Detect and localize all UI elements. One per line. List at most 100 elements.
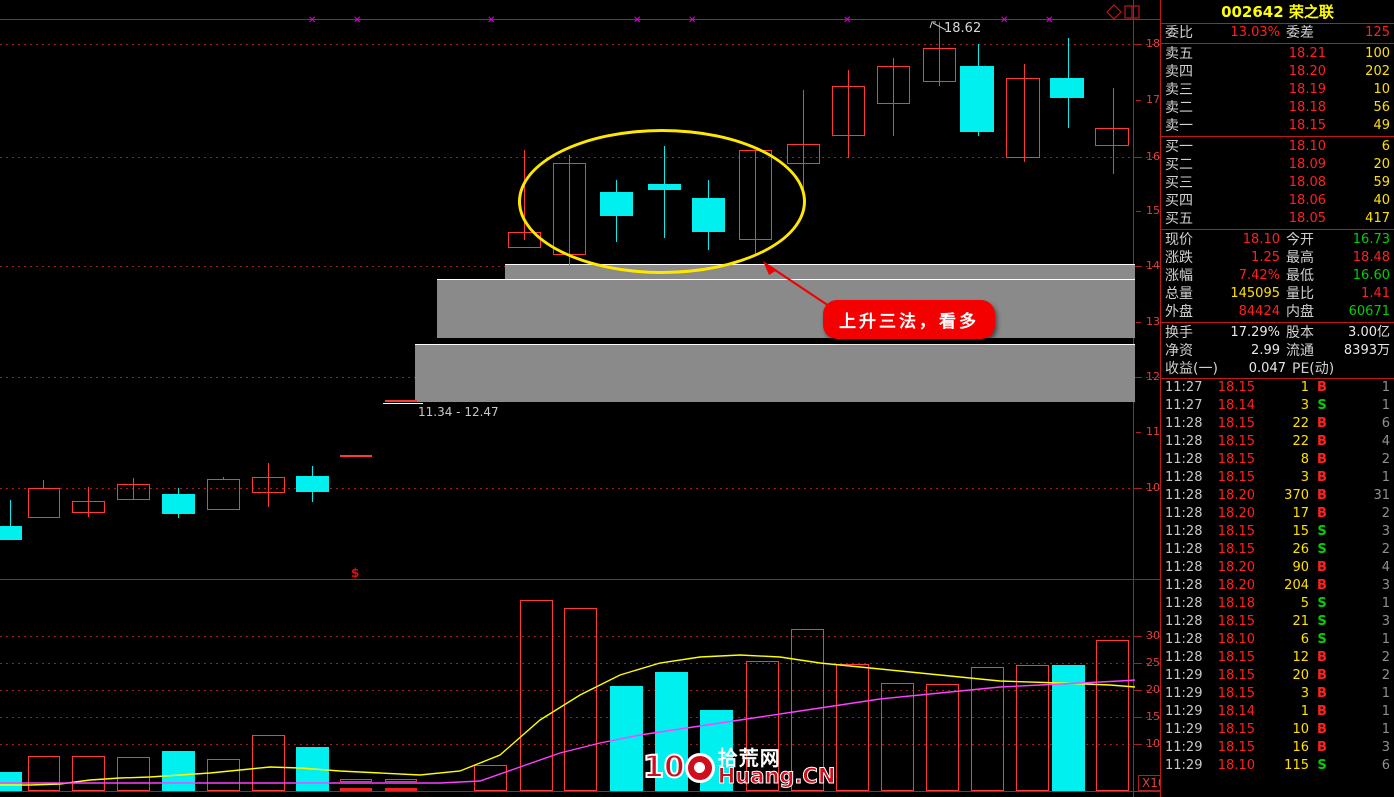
volume-bar[interactable] xyxy=(926,684,959,791)
tick-side: B xyxy=(1317,380,1327,395)
tick-volume: 12 xyxy=(1292,650,1309,665)
split-window-icon[interactable] xyxy=(1124,4,1140,20)
volume-bar[interactable] xyxy=(340,779,372,782)
tick-row[interactable]: 11:28 18.15 15 S 3 xyxy=(1161,523,1394,541)
tick-volume: 17 xyxy=(1292,506,1309,521)
bid-row-1[interactable]: 买一 18.10 6 xyxy=(1161,138,1394,156)
stat-label-1: 总量 xyxy=(1165,286,1193,302)
vol-gridline-30000 xyxy=(0,636,1160,637)
ask-row-1[interactable]: 卖一 18.15 49 xyxy=(1161,117,1394,135)
pattern-annotation-callout[interactable]: 上升三法，看多 xyxy=(823,300,995,339)
fund-label-2: PE(动) xyxy=(1292,361,1335,377)
tick-time: 11:28 xyxy=(1165,650,1203,665)
tick-list[interactable]: 11:27 18.15 1 B 1 11:27 18.14 3 S 1 11:28 18.15 22… xyxy=(1161,378,1394,775)
volume-bar[interactable] xyxy=(1052,665,1085,791)
volume-bar[interactable] xyxy=(162,751,195,791)
tick-side: S xyxy=(1317,524,1327,539)
tick-row[interactable]: 11:28 18.15 3 B 1 xyxy=(1161,469,1394,487)
tick-row[interactable]: 11:28 18.10 6 S 1 xyxy=(1161,631,1394,649)
tick-row[interactable]: 11:28 18.20 90 B 4 xyxy=(1161,559,1394,577)
tick-row[interactable]: 11:28 18.15 22 B 4 xyxy=(1161,433,1394,451)
tick-row[interactable]: 11:29 18.15 10 B 1 xyxy=(1161,721,1394,739)
stat-label-2: 最高 xyxy=(1286,250,1314,266)
vol-gridline-20000 xyxy=(0,690,1160,691)
tick-volume: 370 xyxy=(1284,488,1309,503)
divider xyxy=(1161,229,1394,230)
tick-price: 18.14 xyxy=(1217,398,1255,413)
tick-row[interactable]: 11:28 18.15 22 B 6 xyxy=(1161,415,1394,433)
tick-count: 1 xyxy=(1381,704,1390,719)
tick-side: B xyxy=(1317,416,1327,431)
tick-count: 2 xyxy=(1381,452,1390,467)
tick-row[interactable]: 11:28 18.20 370 B 31 xyxy=(1161,487,1394,505)
volume-bar[interactable] xyxy=(117,757,150,791)
chart-area[interactable]: 18.00 17.00 16.00 15.00 14.00 13.00 12.0… xyxy=(0,0,1181,797)
tick-row[interactable]: 11:29 18.15 16 B 3 xyxy=(1161,739,1394,757)
diamond-icon[interactable] xyxy=(1106,4,1122,20)
ask-price: 18.20 xyxy=(1288,64,1326,79)
marker-x: ✕ xyxy=(308,15,317,26)
tick-time: 11:28 xyxy=(1165,416,1203,431)
volume-bar[interactable] xyxy=(746,661,779,791)
volume-bar[interactable] xyxy=(881,683,914,791)
ask-row-2[interactable]: 卖二 18.18 56 xyxy=(1161,99,1394,117)
bid-label: 买三 xyxy=(1165,175,1193,191)
volume-bar[interactable] xyxy=(474,765,507,791)
tick-row[interactable]: 11:29 18.14 1 B 1 xyxy=(1161,703,1394,721)
volume-bar[interactable] xyxy=(520,600,553,791)
tick-row[interactable]: 11:27 18.15 1 B 1 xyxy=(1161,379,1394,397)
tick-row[interactable]: 11:28 18.15 12 B 2 xyxy=(1161,649,1394,667)
tick-row[interactable]: 11:29 18.15 3 B 1 xyxy=(1161,685,1394,703)
volume-bar[interactable] xyxy=(72,756,105,791)
volume-bar[interactable] xyxy=(385,779,417,782)
bid-row-3[interactable]: 买三 18.08 59 xyxy=(1161,174,1394,192)
tick-count: 3 xyxy=(1381,524,1390,539)
volume-bar-flat xyxy=(385,788,417,791)
ask-row-4[interactable]: 卖四 18.20 202 xyxy=(1161,63,1394,81)
ask-row-3[interactable]: 卖三 18.19 10 xyxy=(1161,81,1394,99)
tick-price: 18.20 xyxy=(1217,506,1255,521)
tick-time: 11:29 xyxy=(1165,740,1203,755)
bid-label: 买四 xyxy=(1165,193,1193,209)
tick-time: 11:28 xyxy=(1165,632,1203,647)
bid-row-4[interactable]: 买四 18.06 40 xyxy=(1161,192,1394,210)
bid-row-2[interactable]: 买二 18.09 20 xyxy=(1161,156,1394,174)
tick-volume: 3 xyxy=(1300,686,1309,701)
tick-side: B xyxy=(1317,470,1327,485)
tick-side: B xyxy=(1317,452,1327,467)
bid-row-5[interactable]: 买五 18.05 417 xyxy=(1161,210,1394,228)
tick-row[interactable]: 11:27 18.14 3 S 1 xyxy=(1161,397,1394,415)
quote-panel[interactable]: 002642 荣之联 委比 13.03% 委差 125 卖五 18.21 100… xyxy=(1160,0,1394,797)
tick-row[interactable]: 11:28 18.18 5 S 1 xyxy=(1161,595,1394,613)
volume-bar[interactable] xyxy=(1016,665,1049,791)
volume-bar[interactable] xyxy=(610,686,643,791)
ask-label: 卖五 xyxy=(1165,46,1193,62)
marker-x: ✕ xyxy=(843,15,852,26)
volume-bar[interactable] xyxy=(28,756,60,791)
tick-row[interactable]: 11:28 18.15 21 S 3 xyxy=(1161,613,1394,631)
bid-label: 买五 xyxy=(1165,211,1193,227)
chip-band-lower-edge xyxy=(415,344,1135,345)
tick-row[interactable]: 11:29 18.10 115 S 6 xyxy=(1161,757,1394,775)
volume-bar[interactable] xyxy=(207,759,240,791)
volume-bar[interactable] xyxy=(0,772,22,791)
vol-gridline-25000 xyxy=(0,663,1160,664)
tick-row[interactable]: 11:28 18.20 17 B 2 xyxy=(1161,505,1394,523)
ask-volume: 100 xyxy=(1365,46,1390,61)
tick-volume: 21 xyxy=(1292,614,1309,629)
volume-bar[interactable] xyxy=(1096,640,1129,791)
tick-row[interactable]: 11:28 18.15 26 S 2 xyxy=(1161,541,1394,559)
stat-value-2: 16.60 xyxy=(1352,268,1390,283)
volume-bar[interactable] xyxy=(836,664,869,791)
volume-bar[interactable] xyxy=(564,608,597,791)
volume-bar[interactable] xyxy=(791,629,824,791)
tick-row[interactable]: 11:29 18.15 20 B 2 xyxy=(1161,667,1394,685)
volume-bar[interactable] xyxy=(252,735,285,791)
fundamental-row-eps: 收益(一) 0.047 PE(动) 97.2 xyxy=(1161,360,1394,378)
ask-row-5[interactable]: 卖五 18.21 100 xyxy=(1161,45,1394,63)
tick-row[interactable]: 11:28 18.20 204 B 3 xyxy=(1161,577,1394,595)
tick-row[interactable]: 11:28 18.15 8 B 2 xyxy=(1161,451,1394,469)
volume-bar[interactable] xyxy=(971,667,1004,791)
toolbar-divider xyxy=(0,19,1160,20)
ask-label: 卖三 xyxy=(1165,82,1193,98)
